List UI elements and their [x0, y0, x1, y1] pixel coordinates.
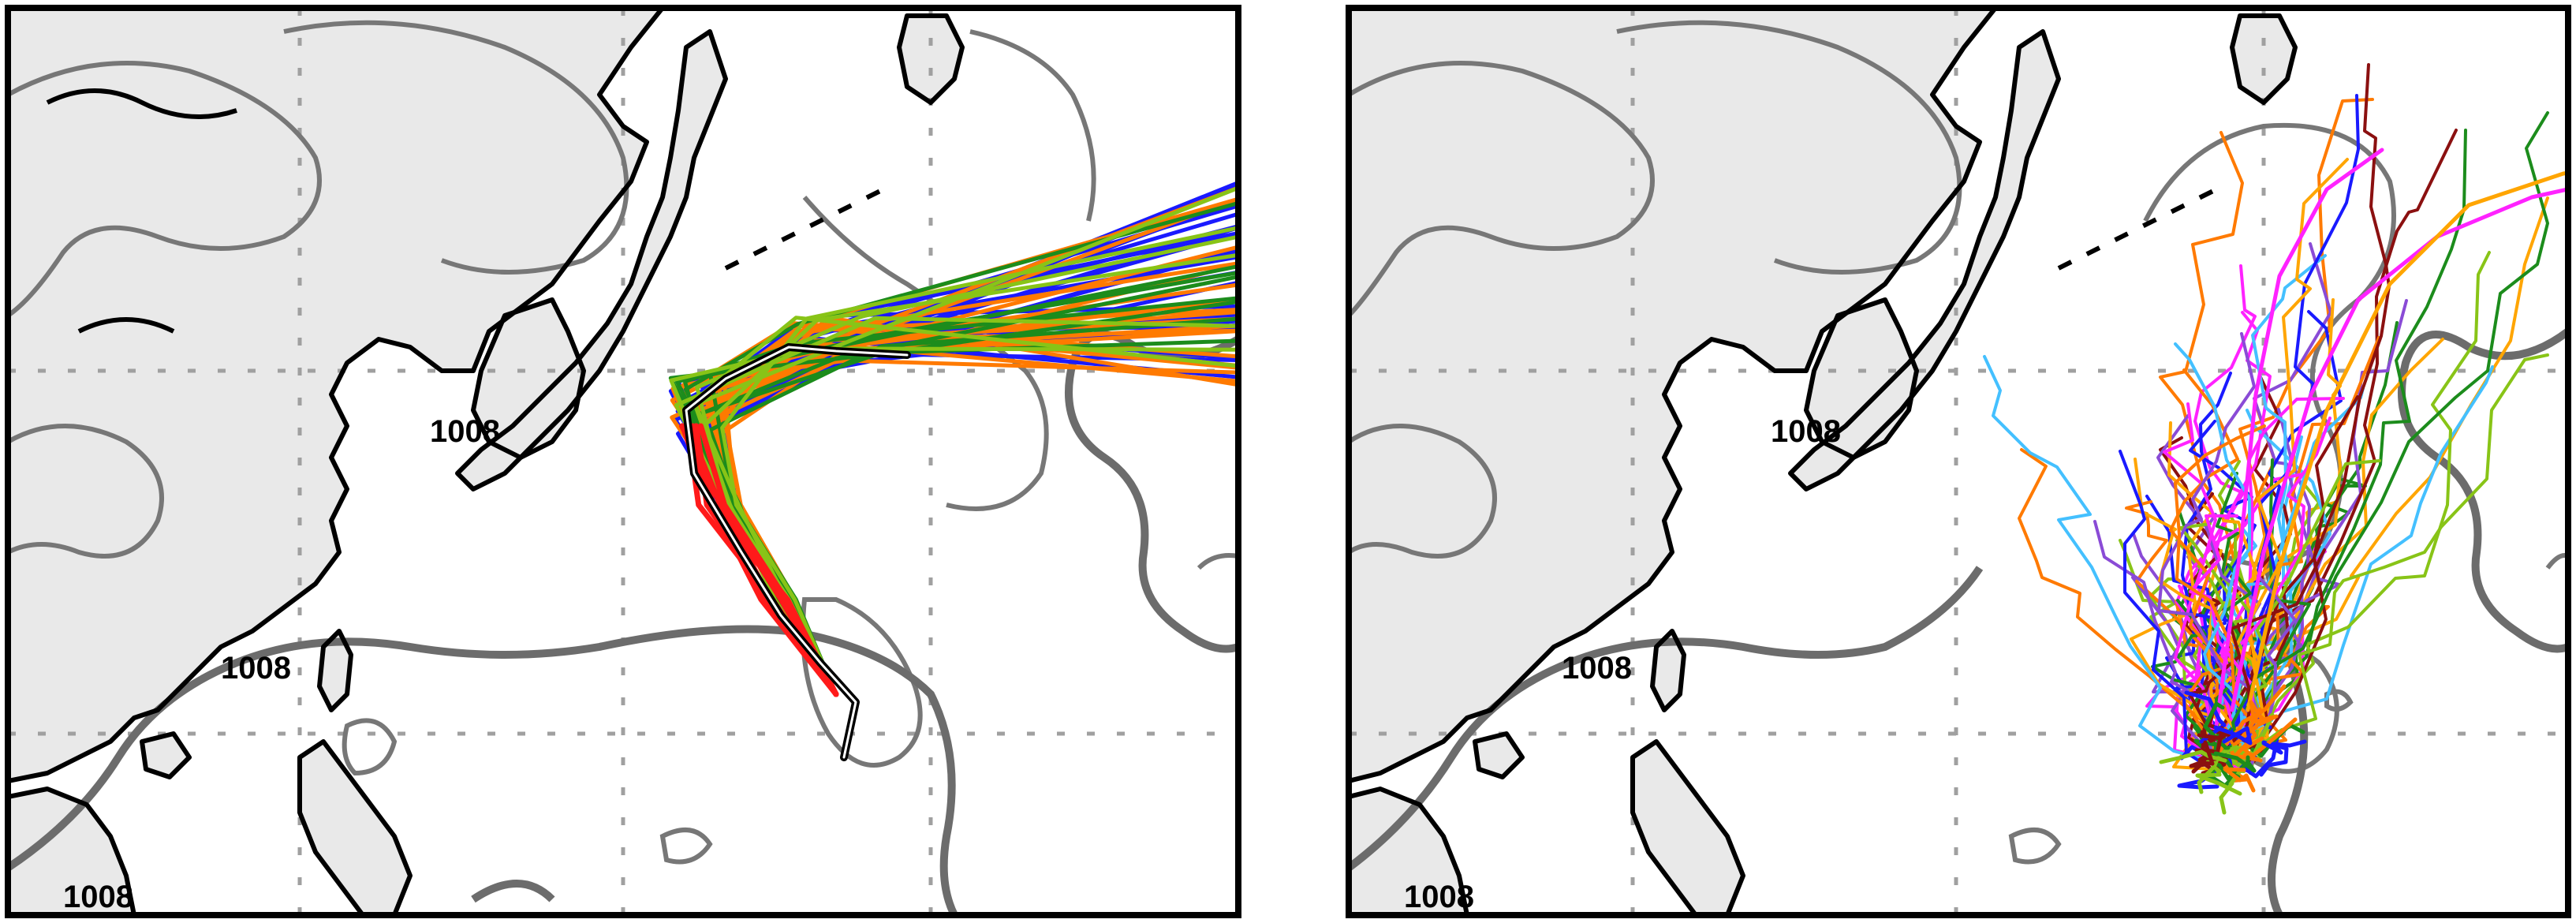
ensemble-track [2093, 520, 2212, 759]
coastlines [1349, 8, 2298, 915]
ensemble-track [2213, 751, 2257, 773]
ensemble-track [2223, 767, 2256, 793]
land-indochina [8, 789, 134, 915]
typhoon-track-ensemble [668, 180, 1238, 761]
land-philippines [1633, 742, 1743, 915]
land-taiwan [1652, 631, 1684, 710]
contour-label: 1008 [430, 414, 500, 449]
map-panel-left: 1008 1008 1008 [0, 0, 1246, 923]
map-right: 1008 1008 1008 [1346, 5, 2571, 918]
land-indochina [1349, 789, 1467, 915]
ensemble-track [2196, 519, 2258, 759]
ensemble-track [2163, 402, 2248, 772]
ensemble-track [2119, 450, 2218, 774]
coastlines [8, 8, 965, 915]
ensemble-track [2197, 764, 2222, 794]
typhoon-track-ensemble [1983, 63, 2568, 815]
ensemble-track [2234, 353, 2549, 765]
ensemble-track [2165, 420, 2257, 756]
ensemble-track [2174, 342, 2251, 748]
ensemble-track [2259, 740, 2289, 777]
land-asia-continent [1349, 8, 1995, 781]
pressure-contours [8, 20, 1238, 865]
ensemble-track [2244, 251, 2491, 768]
contour-label: 1008 [221, 651, 291, 686]
contour-label: 1008 [63, 880, 133, 914]
ensemble-track [2184, 690, 2227, 744]
land-philippines [300, 742, 410, 915]
ensemble-track [2246, 170, 2568, 712]
ensemble-track [2203, 701, 2231, 750]
ensemble-track [2189, 740, 2215, 768]
ensemble-track [2231, 111, 2549, 743]
ensemble-track [2131, 576, 2219, 746]
map-panel-right: 1008 1008 1008 [1333, 0, 2576, 923]
ensemble-track [1983, 355, 2212, 763]
ensemble-track [2238, 700, 2264, 742]
observed-track-inner [685, 346, 909, 759]
land-japan [1790, 32, 2059, 489]
ensemble-track [2159, 749, 2227, 764]
land-sakhalin [899, 16, 962, 103]
map-left: 1008 1008 1008 [5, 5, 1241, 918]
ensemble-track [2248, 63, 2391, 762]
ensemble-track [2221, 158, 2349, 751]
ensemble-track [2242, 717, 2298, 759]
contour-label: 1008 [1562, 651, 1632, 686]
land-taiwan [319, 631, 351, 710]
ensemble-track [2157, 332, 2258, 746]
contour-label: 1008 [1404, 880, 1474, 914]
map-frame [5, 5, 1241, 918]
ensemble-track [2242, 129, 2467, 751]
ensemble-track [2230, 187, 2568, 712]
contour-label: 1008 [1771, 414, 1841, 449]
ensemble-track [2214, 148, 2384, 728]
map-frame [1346, 5, 2571, 918]
land-sakhalin [2232, 16, 2295, 103]
ensemble-track [720, 226, 1238, 697]
ensemble-track [2219, 768, 2243, 815]
land-japan [457, 32, 726, 489]
ensemble-track [2213, 725, 2253, 746]
ensemble-track [2174, 424, 2266, 747]
land-asia-continent [8, 8, 663, 781]
ensemble-track [2261, 739, 2307, 755]
ensemble-track [2219, 395, 2359, 760]
